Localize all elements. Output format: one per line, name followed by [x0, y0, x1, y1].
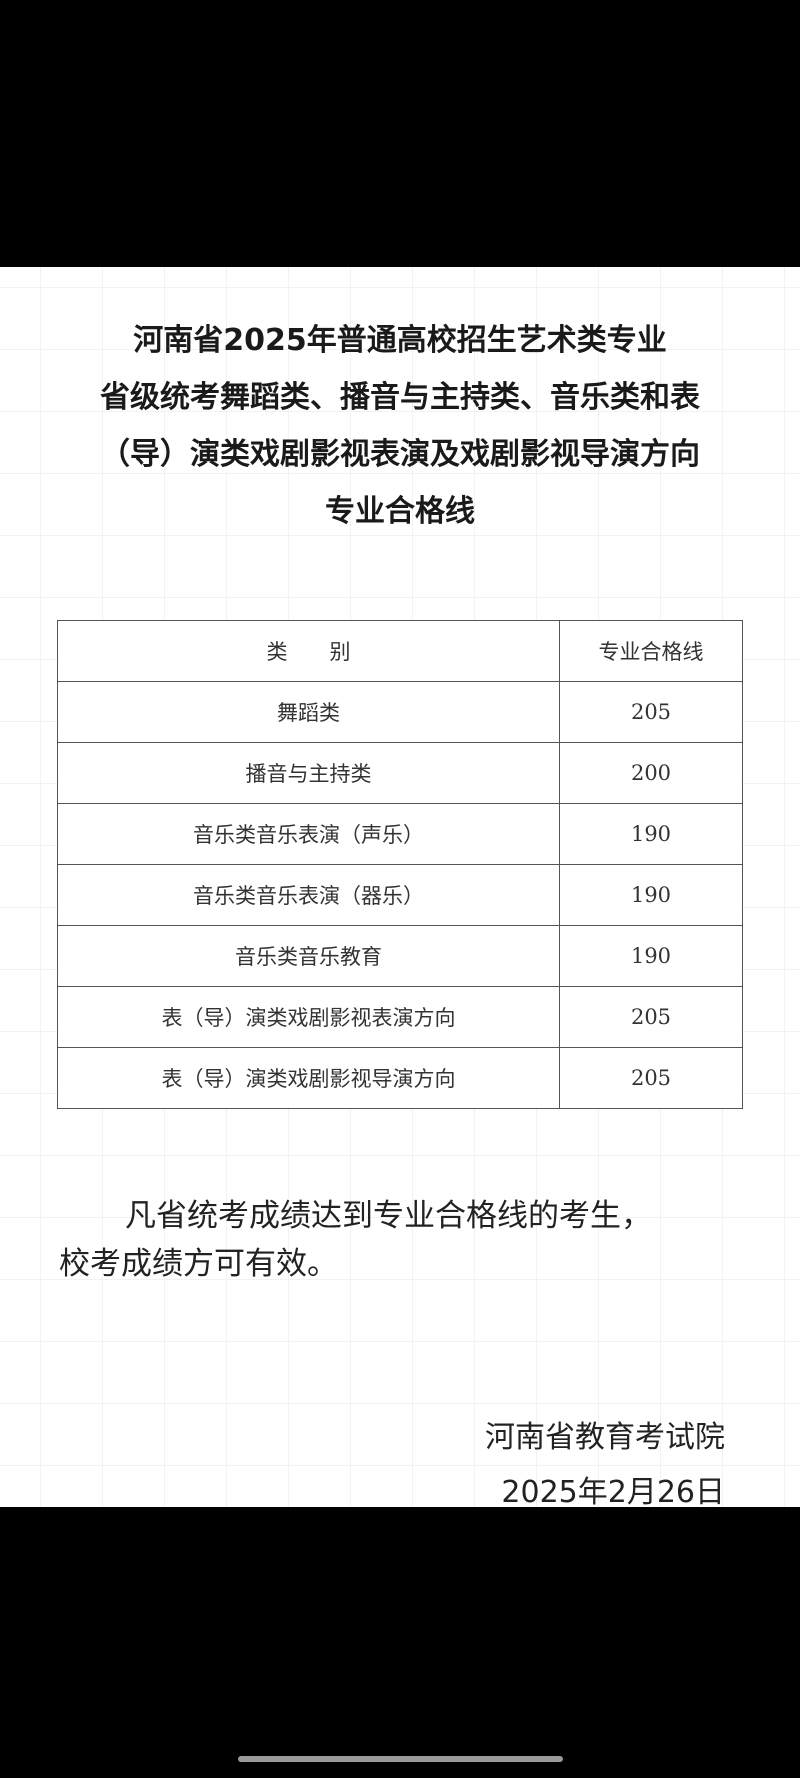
- title-line: （导）演类戏剧影视表演及戏剧影视导演方向: [100, 437, 700, 472]
- category-cell: 表（导）演类戏剧影视导演方向: [57, 1047, 560, 1109]
- category-cell: 表（导）演类戏剧影视表演方向: [57, 986, 560, 1048]
- notice-paragraph: 凡省统考成绩达到专业合格线的考生， 校考成绩方可有效。: [59, 1192, 759, 1288]
- score-cell: 190: [559, 864, 743, 926]
- score-cell: 205: [559, 986, 743, 1048]
- category-cell: 舞蹈类: [57, 681, 560, 743]
- table-row: 表（导）演类戏剧影视导演方向 205: [57, 1047, 743, 1109]
- notice-line: 凡省统考成绩达到专业合格线的考生，: [125, 1198, 652, 1234]
- score-table: 类 别 专业合格线 舞蹈类 205 播音与主持类 200 音乐类音乐表演（声乐） 19…: [57, 620, 743, 1109]
- score-cell: 205: [559, 681, 743, 743]
- table-row: 舞蹈类 205: [57, 681, 743, 743]
- notice-line: 校考成绩方可有效。: [59, 1246, 338, 1282]
- document-image: 河南省2025年普通高校招生艺术类专业 省级统考舞蹈类、播音与主持类、音乐类和表…: [0, 267, 800, 1510]
- score-cell: 200: [559, 742, 743, 804]
- category-cell: 音乐类音乐表演（声乐）: [57, 803, 560, 865]
- home-indicator[interactable]: [238, 1756, 563, 1762]
- header-category: 类 别: [57, 620, 560, 682]
- table-row: 表（导）演类戏剧影视表演方向 205: [57, 986, 743, 1048]
- document-title: 河南省2025年普通高校招生艺术类专业 省级统考舞蹈类、播音与主持类、音乐类和表…: [0, 312, 800, 540]
- title-line: 河南省2025年普通高校招生艺术类专业: [133, 323, 667, 358]
- category-cell: 音乐类音乐表演（器乐）: [57, 864, 560, 926]
- header-score: 专业合格线: [559, 620, 743, 682]
- score-cell: 205: [559, 1047, 743, 1109]
- issuer: 河南省教育考试院: [485, 1420, 725, 1455]
- table-row: 音乐类音乐教育 190: [57, 925, 743, 987]
- score-cell: 190: [559, 925, 743, 987]
- table-row: 音乐类音乐表演（声乐） 190: [57, 803, 743, 865]
- table-header-row: 类 别 专业合格线: [57, 620, 743, 682]
- category-cell: 音乐类音乐教育: [57, 925, 560, 987]
- title-line: 省级统考舞蹈类、播音与主持类、音乐类和表: [100, 380, 700, 415]
- title-line: 专业合格线: [325, 494, 475, 529]
- issue-date: 2025年2月26日: [501, 1475, 725, 1510]
- table-row: 音乐类音乐表演（器乐） 190: [57, 864, 743, 926]
- score-cell: 190: [559, 803, 743, 865]
- table-row: 播音与主持类 200: [57, 742, 743, 804]
- category-cell: 播音与主持类: [57, 742, 560, 804]
